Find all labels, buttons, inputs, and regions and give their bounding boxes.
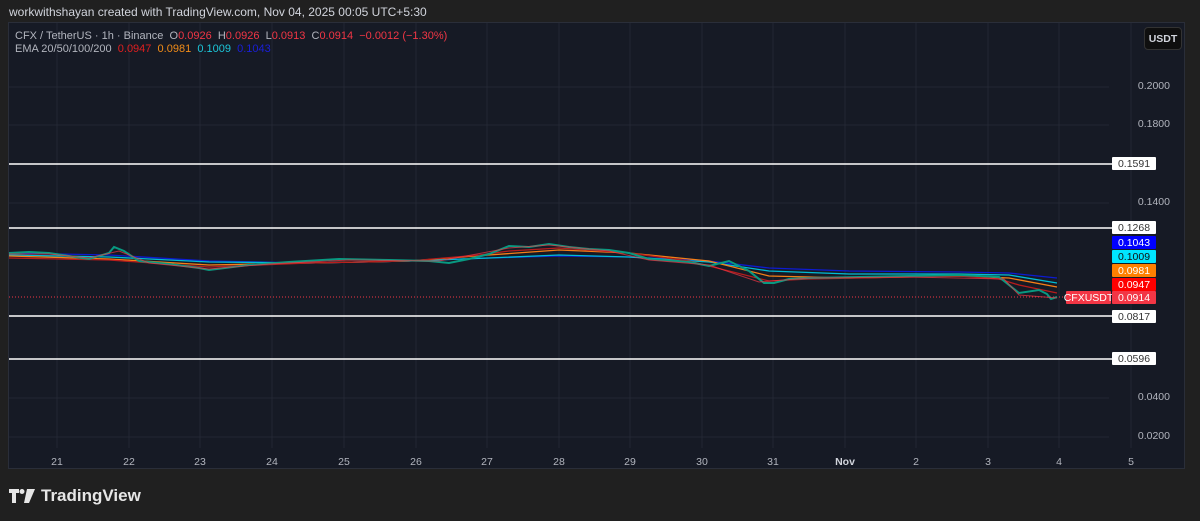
time-axis-label: 5 bbox=[1128, 456, 1134, 468]
high-value: 0.0926 bbox=[225, 30, 260, 42]
ema100-line bbox=[9, 254, 1058, 284]
change-value: −0.0012 (−1.30%) bbox=[359, 30, 448, 42]
ema200-tag: 0.1043 bbox=[1112, 236, 1156, 249]
time-axis-label: 29 bbox=[624, 456, 636, 468]
level-tag-0.0596: 0.0596 bbox=[1112, 352, 1156, 365]
time-axis-label: 25 bbox=[338, 456, 350, 468]
time-axis-label: 3 bbox=[985, 456, 991, 468]
time-axis-label: 21 bbox=[51, 456, 63, 468]
time-axis-label: 30 bbox=[696, 456, 708, 468]
level-tag-0.1268: 0.1268 bbox=[1112, 221, 1156, 234]
chart-credit: workwithshayan created with TradingView.… bbox=[9, 5, 427, 19]
currency-button[interactable]: USDT bbox=[1144, 27, 1182, 50]
price-axis-label: 0.1800 bbox=[1137, 118, 1170, 130]
tradingview-logo-icon bbox=[9, 489, 35, 503]
ema20-value: 0.0947 bbox=[117, 43, 152, 55]
last-price-symbol-tag: CFXUSDT bbox=[1063, 291, 1114, 304]
price-axis-label: 0.0200 bbox=[1137, 430, 1170, 442]
price-series-bearish bbox=[9, 244, 1058, 299]
ema20-tag: 0.0947 bbox=[1112, 278, 1156, 291]
time-axis-label: 4 bbox=[1056, 456, 1062, 468]
price-axis-label: 0.1400 bbox=[1137, 196, 1170, 208]
time-axis-label: 23 bbox=[194, 456, 206, 468]
time-axis-label: 31 bbox=[767, 456, 779, 468]
symbol-label[interactable]: CFX / TetherUS · 1h · Binance bbox=[15, 30, 164, 42]
ema-label[interactable]: EMA 20/50/100/200 bbox=[15, 43, 112, 55]
price-axis-label: 0.2000 bbox=[1137, 80, 1170, 92]
time-axis-label: 22 bbox=[123, 456, 135, 468]
chart-canvas[interactable] bbox=[9, 23, 1185, 469]
low-value: 0.0913 bbox=[271, 30, 306, 42]
time-axis-label: Nov bbox=[835, 456, 855, 468]
ema-row: EMA 20/50/100/200 0.0947 0.0981 0.1009 0… bbox=[15, 43, 447, 56]
tradingview-logo[interactable]: TradingView bbox=[9, 486, 141, 506]
ema20-line bbox=[9, 247, 1058, 294]
time-axis-label: 2 bbox=[913, 456, 919, 468]
close-value: 0.0914 bbox=[319, 30, 354, 42]
time-axis-label: 27 bbox=[481, 456, 493, 468]
logo-text: TradingView bbox=[41, 486, 141, 505]
ema100-tag: 0.1009 bbox=[1112, 250, 1156, 263]
support-resistance-lines bbox=[9, 163, 1112, 360]
ohlc-row: CFX / TetherUS · 1h · Binance O0.0926 H0… bbox=[15, 30, 448, 42]
last-price-tag: 0.0914 bbox=[1112, 291, 1156, 304]
time-axis-label: 28 bbox=[553, 456, 565, 468]
ema50-tag: 0.0981 bbox=[1112, 264, 1156, 277]
grid-lines bbox=[9, 23, 1132, 448]
ema200-value: 0.1043 bbox=[237, 43, 271, 55]
chart-legend: CFX / TetherUS · 1h · Binance O0.0926 H0… bbox=[15, 30, 447, 56]
price-axis-label: 0.0400 bbox=[1137, 391, 1170, 403]
open-value: 0.0926 bbox=[178, 30, 212, 42]
ema50-value: 0.0981 bbox=[157, 43, 192, 55]
time-axis-label: 26 bbox=[410, 456, 422, 468]
chart-panel[interactable]: CFX / TetherUS · 1h · Binance O0.0926 H0… bbox=[8, 22, 1185, 469]
ema100-value: 0.1009 bbox=[197, 43, 231, 55]
time-axis-label: 24 bbox=[266, 456, 278, 468]
level-tag-0.1591: 0.1591 bbox=[1112, 157, 1156, 170]
level-tag-0.0817: 0.0817 bbox=[1112, 310, 1156, 323]
